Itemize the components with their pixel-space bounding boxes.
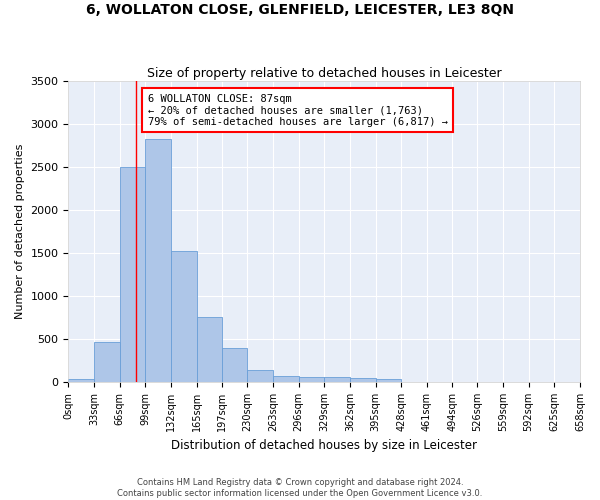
Bar	[145, 139, 171, 382]
Bar	[247, 370, 273, 382]
Bar	[273, 376, 299, 382]
Bar	[197, 318, 221, 382]
Bar	[120, 167, 145, 382]
Text: 6 WOLLATON CLOSE: 87sqm
← 20% of detached houses are smaller (1,763)
79% of semi: 6 WOLLATON CLOSE: 87sqm ← 20% of detache…	[148, 94, 448, 127]
X-axis label: Distribution of detached houses by size in Leicester: Distribution of detached houses by size …	[171, 440, 477, 452]
Bar	[299, 378, 324, 382]
Text: Contains HM Land Registry data © Crown copyright and database right 2024.
Contai: Contains HM Land Registry data © Crown c…	[118, 478, 482, 498]
Bar	[94, 342, 120, 382]
Bar	[350, 378, 376, 382]
Bar	[221, 348, 247, 382]
Y-axis label: Number of detached properties: Number of detached properties	[15, 144, 25, 319]
Bar	[376, 380, 401, 382]
Text: 6, WOLLATON CLOSE, GLENFIELD, LEICESTER, LE3 8QN: 6, WOLLATON CLOSE, GLENFIELD, LEICESTER,…	[86, 2, 514, 16]
Title: Size of property relative to detached houses in Leicester: Size of property relative to detached ho…	[147, 66, 502, 80]
Bar	[171, 251, 197, 382]
Bar	[68, 380, 94, 382]
Bar	[324, 378, 350, 382]
